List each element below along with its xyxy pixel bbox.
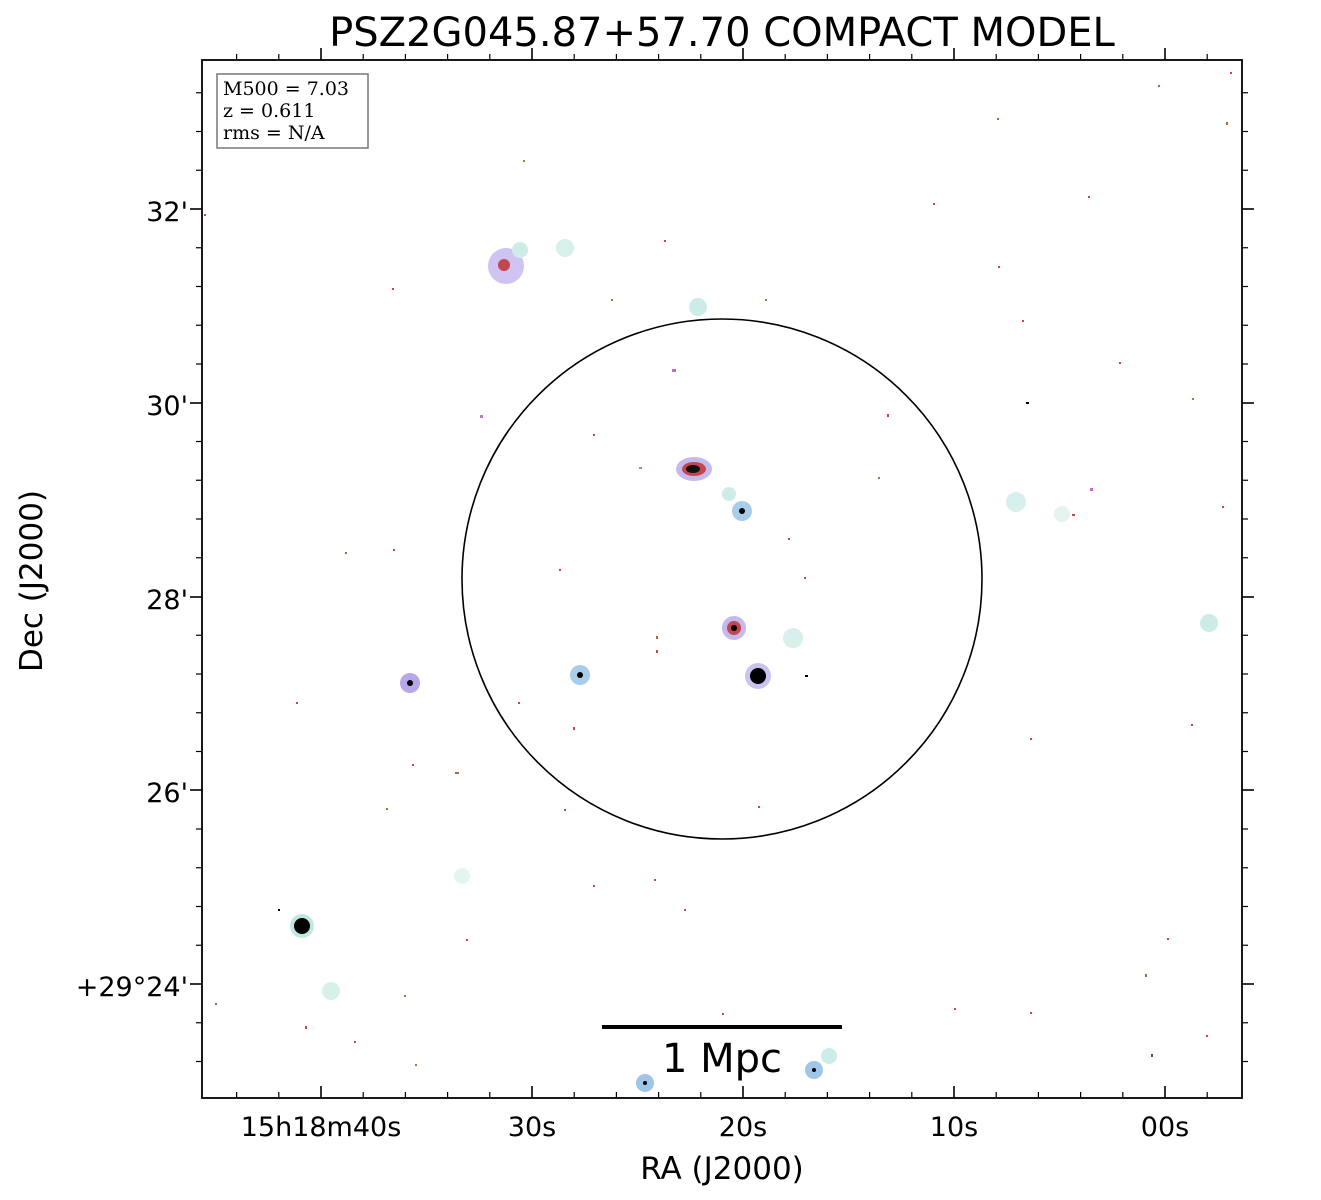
noise-pixels [204, 72, 1232, 1066]
source-bottom-cyan [821, 1048, 837, 1064]
info-rms: rms = N/A [223, 122, 325, 144]
source-small-cyan-2 [783, 628, 803, 648]
source-bottom-blue-2 [805, 1061, 823, 1079]
ra-tick-label: 00s [1141, 1112, 1189, 1143]
image-area [202, 60, 1242, 1098]
source-center-red [722, 616, 746, 640]
dec-tick-label: 32' [146, 197, 188, 228]
cluster-aperture-circle [461, 318, 983, 840]
source-center-black [745, 663, 771, 689]
figure-title: PSZ2G045.87+57.70 COMPACT MODEL [329, 10, 1115, 56]
ra-tick-labels: 15h18m40s 30s 20s 10s 00s [241, 1112, 1190, 1143]
ra-tick-label: 30s [508, 1112, 556, 1143]
source-upper-cyan [556, 239, 574, 257]
dec-tick-label: 30' [146, 391, 188, 422]
info-redshift: z = 0.611 [223, 100, 315, 122]
source-upper-left-purple [488, 242, 528, 284]
dec-tick-label: 26' [146, 778, 188, 809]
ra-tick-label: 15h18m40s [241, 1112, 402, 1143]
ra-tick-label: 10s [930, 1112, 978, 1143]
info-m500: M500 = 7.03 [223, 78, 349, 100]
dec-tick-labels: 32' 30' 28' 26' +29°24' [76, 197, 188, 1003]
axis-ticks [190, 48, 1254, 1098]
info-box: M500 = 7.03 z = 0.611 rms = N/A [216, 73, 369, 149]
info-box-frame [216, 73, 369, 149]
scale-bar-label: 1 Mpc [662, 1036, 782, 1082]
source-lower-left-black [290, 914, 314, 938]
scale-bar: 1 Mpc [602, 1025, 842, 1082]
source-small-blue-1 [732, 501, 752, 521]
source-right-small [1054, 506, 1070, 522]
source-lower-cyan [454, 868, 470, 884]
source-bottom-blue-1 [636, 1074, 654, 1092]
source-left-purple [400, 673, 420, 693]
source-small-blue-2 [570, 665, 590, 685]
sources-layer [204, 72, 1232, 1092]
source-top-cyan [689, 298, 707, 316]
source-bright-elongated [676, 457, 712, 481]
source-small-cyan-1 [722, 487, 736, 501]
y-axis-label: Dec (J2000) [14, 490, 50, 672]
dec-tick-label: 28' [146, 585, 188, 616]
source-far-right-cyan [1200, 614, 1218, 632]
dec-tick-label: +29°24' [76, 972, 188, 1003]
source-right-cyan [1006, 492, 1026, 512]
plot-frame [201, 59, 1243, 1099]
ra-tick-label: 20s [719, 1112, 767, 1143]
source-lower-left-cyan [322, 982, 340, 1000]
x-axis-label: RA (J2000) [640, 1151, 804, 1187]
